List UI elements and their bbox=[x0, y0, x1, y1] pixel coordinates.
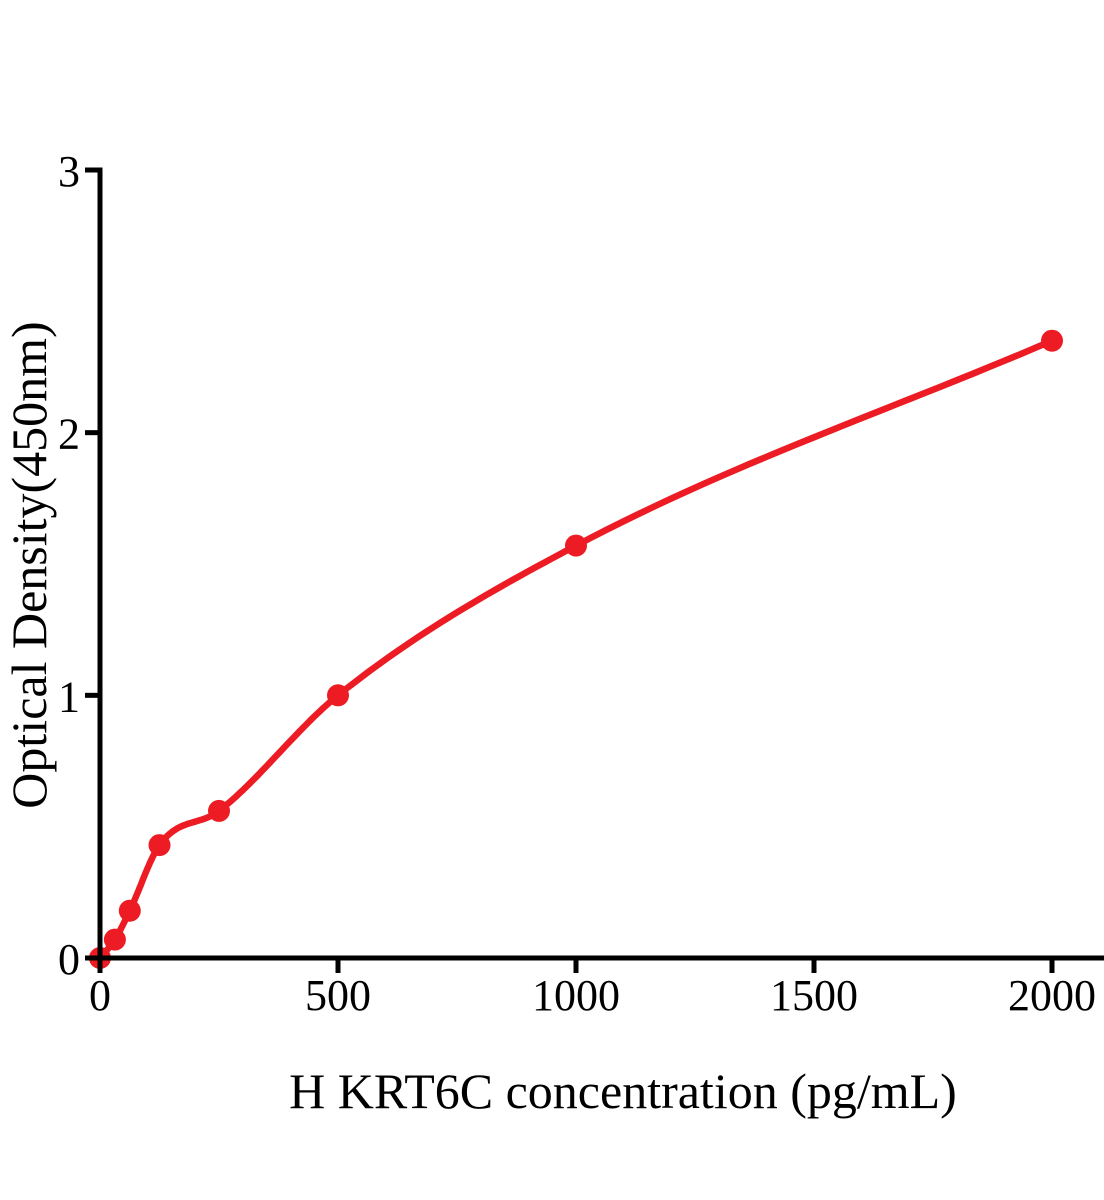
y-tick-label: 1 bbox=[58, 672, 80, 721]
tick-label-layer: 0 1 2 3 0 500 1000 1500 2000 bbox=[58, 147, 1096, 1020]
x-axis-title: H KRT6C concentration (pg/mL) bbox=[289, 1063, 957, 1119]
x-tick-label: 2000 bbox=[1008, 971, 1096, 1020]
y-tick-label: 0 bbox=[58, 935, 80, 984]
y-tick-label: 3 bbox=[58, 147, 80, 196]
x-tick-label: 0 bbox=[89, 971, 111, 1020]
y-axis-title: Optical Density(450nm) bbox=[1, 321, 57, 808]
data-point bbox=[208, 799, 230, 822]
data-point bbox=[118, 899, 141, 922]
x-tick-label: 1000 bbox=[532, 971, 620, 1020]
data-point bbox=[327, 684, 349, 707]
x-tick-label: 500 bbox=[305, 971, 371, 1020]
axes-layer bbox=[97, 167, 1104, 961]
data-point bbox=[148, 834, 171, 857]
standard-curve-line bbox=[96, 337, 1056, 962]
data-point bbox=[103, 928, 126, 951]
series-layer bbox=[89, 329, 1063, 969]
data-point bbox=[1041, 329, 1063, 352]
x-tick-label: 1500 bbox=[770, 971, 858, 1020]
y-tick-label: 2 bbox=[58, 410, 80, 459]
data-point bbox=[565, 534, 587, 557]
tick-layer bbox=[85, 167, 1055, 973]
